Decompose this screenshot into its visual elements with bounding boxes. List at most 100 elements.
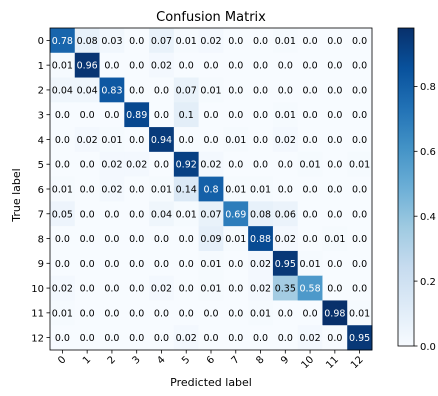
heatmap-cell (223, 300, 249, 326)
heatmap-cell (297, 275, 323, 301)
cell-value-label: 0.07 (151, 36, 172, 47)
cell-value-label: 0.0 (179, 234, 194, 245)
cell-value-label: 0.01 (324, 234, 345, 245)
heatmap-cell (347, 201, 373, 227)
colorbar-tick-label: 0.8 (420, 82, 436, 93)
heatmap-cell (149, 77, 175, 103)
cell-value-label: 0.02 (200, 160, 221, 171)
heatmap-cell (173, 300, 200, 326)
cell-value-label: 0.01 (275, 36, 296, 47)
heatmap-cell (347, 275, 373, 301)
heatmap-cell (322, 28, 348, 54)
cell-value-label: 0.02 (126, 160, 147, 171)
heatmap-cell (198, 226, 224, 252)
heatmap-cell (198, 28, 224, 54)
cell-value-label: 0.0 (154, 333, 169, 344)
cell-value-label: 0.35 (275, 284, 296, 295)
cell-value-label: 0.01 (250, 308, 271, 319)
heatmap-cell (99, 28, 125, 54)
heatmap-cell (149, 226, 175, 252)
heatmap-cell (124, 226, 150, 252)
heatmap-cell (297, 28, 323, 54)
heatmap-cell (347, 176, 373, 202)
heatmap-cell (74, 275, 100, 301)
cell-value-label: 0.0 (80, 185, 95, 196)
cell-value-label: 0.0 (228, 36, 243, 47)
cell-value-label: 0.0 (327, 160, 342, 171)
cell-value-label: 0.0 (352, 234, 367, 245)
cell-value-label: 0.01 (200, 284, 221, 295)
cell-value-label: 0.0 (352, 259, 367, 270)
y-tick-label: 6 (38, 185, 44, 196)
heatmap-cell (149, 275, 175, 301)
heatmap-cell (74, 201, 100, 227)
cell-value-label: 0.0 (80, 234, 95, 245)
cell-value-label: 0.95 (275, 259, 296, 270)
heatmap-cell (173, 77, 200, 103)
heatmap-cell (198, 201, 224, 227)
heatmap-cell (223, 127, 249, 153)
y-tick-label: 2 (38, 86, 44, 97)
cell-value-label: 0.0 (80, 308, 95, 319)
heatmap-cell (99, 127, 125, 153)
cell-value-label: 0.0 (228, 160, 243, 171)
cell-value-label: 0.0 (129, 259, 144, 270)
x-tick-label: 10 (299, 354, 316, 371)
cell-value-label: 0.06 (275, 209, 296, 220)
cell-value-label: 0.0 (55, 160, 70, 171)
cell-value-label: 0.0 (303, 209, 318, 220)
colorbar-tick-label: 0.2 (420, 277, 436, 288)
heatmap-cell (99, 275, 125, 301)
heatmap-cell (248, 151, 274, 178)
heatmap-cell (347, 151, 373, 178)
heatmap-cell (223, 325, 249, 351)
heatmap-cell (297, 102, 323, 128)
heatmap-cell (99, 201, 125, 227)
heatmap-cell (248, 52, 274, 78)
heatmap-cell (124, 201, 150, 227)
cell-value-label: 0.94 (151, 135, 172, 146)
heatmap-cell (223, 226, 249, 252)
cell-value-label: 0.0 (179, 308, 194, 319)
cell-value-label: 0.02 (52, 284, 73, 295)
heatmap-cell (149, 102, 175, 128)
cell-value-label: 0.0 (278, 333, 293, 344)
heatmap-cell (347, 250, 373, 277)
heatmap-cell (50, 151, 76, 178)
heatmap-cell (198, 151, 224, 178)
cell-value-label: 0.0 (228, 110, 243, 121)
heatmap-cell (272, 226, 299, 252)
heatmap-cell (149, 52, 175, 78)
cell-value-label: 0.01 (200, 85, 221, 96)
cell-value-label: 0.0 (253, 110, 268, 121)
y-tick-label: 7 (38, 210, 44, 221)
cell-value-label: 0.14 (176, 185, 197, 196)
heatmap-cell (322, 176, 348, 202)
heatmap-cell (322, 102, 348, 128)
cell-value-label: 0.0 (179, 259, 194, 270)
cell-value-label: 0.0 (278, 160, 293, 171)
x-tick-label: 5 (180, 354, 192, 366)
cell-value-label: 0.0 (327, 135, 342, 146)
heatmap-cell (297, 226, 323, 252)
colorbar-tick-label: 0.6 (420, 147, 436, 158)
heatmap-cell (173, 201, 200, 227)
heatmap-cell (50, 275, 76, 301)
heatmap-cell (272, 77, 299, 103)
cell-value-label: 0.0 (80, 333, 95, 344)
heatmap-cell (50, 325, 76, 351)
heatmap-cell (297, 201, 323, 227)
cell-value-label: 0.0 (129, 308, 144, 319)
cell-value-label: 0.0 (55, 110, 70, 121)
heatmap-cell (272, 250, 299, 277)
heatmap-cell (173, 28, 200, 54)
cell-value-label: 0.0 (179, 284, 194, 295)
heatmap-cell (297, 250, 323, 277)
y-tick-label: 4 (38, 135, 44, 146)
heatmap-cell (198, 275, 224, 301)
cell-value-label: 0.01 (250, 185, 271, 196)
cell-value-label: 0.02 (200, 36, 221, 47)
cell-value-label: 0.01 (349, 160, 370, 171)
cell-value-label: 0.04 (52, 85, 73, 96)
y-tick-label: 9 (38, 259, 44, 270)
